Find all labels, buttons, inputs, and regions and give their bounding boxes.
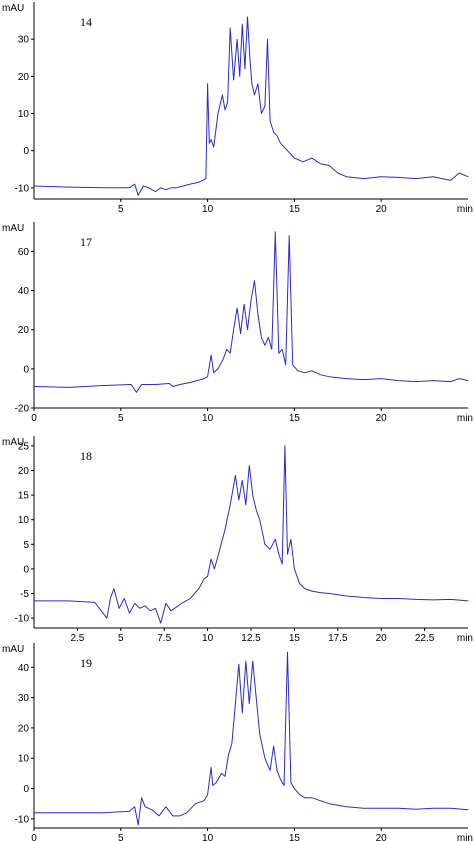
chart-panel-14: -10 0 10 20 30 5 10 15 20 mAU min 14	[2, 2, 473, 215]
chromatogram-trace	[33, 231, 469, 393]
x-unit-label: min	[457, 204, 473, 215]
x-tick-label: 10	[202, 413, 214, 424]
y-tick-label: -10	[15, 614, 30, 625]
panel-number-label: 14	[80, 15, 92, 29]
x-tick-label: 5	[118, 204, 124, 215]
y-tick-label: 40	[18, 286, 30, 297]
x-tick-label: 15	[289, 204, 301, 215]
x-tick-label: 20	[376, 633, 388, 644]
y-tick-label: 30	[18, 35, 30, 46]
y-tick-label: -5	[20, 589, 29, 600]
y-unit-label: mAU	[2, 3, 24, 14]
y-tick-label: 0	[23, 364, 29, 375]
y-tick-label: 0	[23, 146, 29, 157]
x-tick-label: 20	[376, 204, 388, 215]
y-unit-label: mAU	[2, 437, 24, 448]
x-tick-label: 15	[289, 833, 301, 841]
x-tick-label: 17.5	[328, 633, 348, 644]
y-tick-label: 20	[18, 466, 30, 477]
x-tick-label: 15	[289, 413, 301, 424]
x-tick-label: 10	[202, 204, 214, 215]
y-tick-label: 20	[18, 72, 30, 83]
x-tick-label: 10	[202, 633, 214, 644]
y-unit-label: mAU	[2, 644, 24, 655]
y-tick-label: 60	[18, 247, 30, 258]
y-tick-label: -10	[15, 814, 30, 825]
y-tick-label: 10	[18, 754, 30, 765]
y-tick-label: 25	[18, 441, 30, 452]
y-tick-label: 0	[23, 564, 29, 575]
y-tick-label: 5	[23, 540, 29, 551]
x-unit-label: min	[457, 413, 473, 424]
y-unit-label: mAU	[2, 223, 24, 234]
x-tick-label: 12.5	[241, 633, 261, 644]
x-tick-label: 2.5	[70, 633, 84, 644]
y-tick-label: 10	[18, 109, 30, 120]
x-tick-label: 0	[31, 413, 37, 424]
panel-number-label: 19	[80, 656, 92, 670]
x-tick-label: 0	[31, 833, 37, 841]
x-tick-label: 7.5	[157, 633, 171, 644]
x-tick-label: 10	[202, 833, 214, 841]
y-tick-label: 20	[18, 723, 30, 734]
x-tick-label: 20	[376, 833, 388, 841]
y-tick-label: 0	[23, 784, 29, 795]
chart-panel-18: -10 -5 0 5 10 15 20 25 2.5 5 7.5 10 12.5 15 17.5 20 22.5…	[2, 436, 473, 644]
y-tick-label: 10	[18, 515, 30, 526]
x-tick-label: 15	[289, 633, 301, 644]
x-tick-label: 20	[376, 413, 388, 424]
y-tick-label: 15	[18, 491, 30, 502]
y-tick-label: 30	[18, 693, 30, 704]
x-unit-label: min	[457, 833, 473, 841]
chromatogram-trace	[33, 445, 469, 624]
x-tick-label: 5	[118, 413, 124, 424]
chromatogram-trace	[33, 651, 469, 826]
panel-number-label: 17	[80, 235, 92, 249]
y-tick-label: -20	[15, 404, 30, 415]
chromatogram-trace	[33, 16, 469, 196]
x-tick-label: 5	[118, 633, 124, 644]
x-tick-label: 5	[118, 833, 124, 841]
panel-number-label: 18	[80, 449, 92, 463]
y-tick-label: 20	[18, 325, 30, 336]
y-tick-label: 40	[18, 663, 30, 674]
x-tick-label: 22.5	[415, 633, 435, 644]
x-unit-label: min	[457, 633, 473, 644]
y-tick-label: -10	[15, 183, 30, 194]
